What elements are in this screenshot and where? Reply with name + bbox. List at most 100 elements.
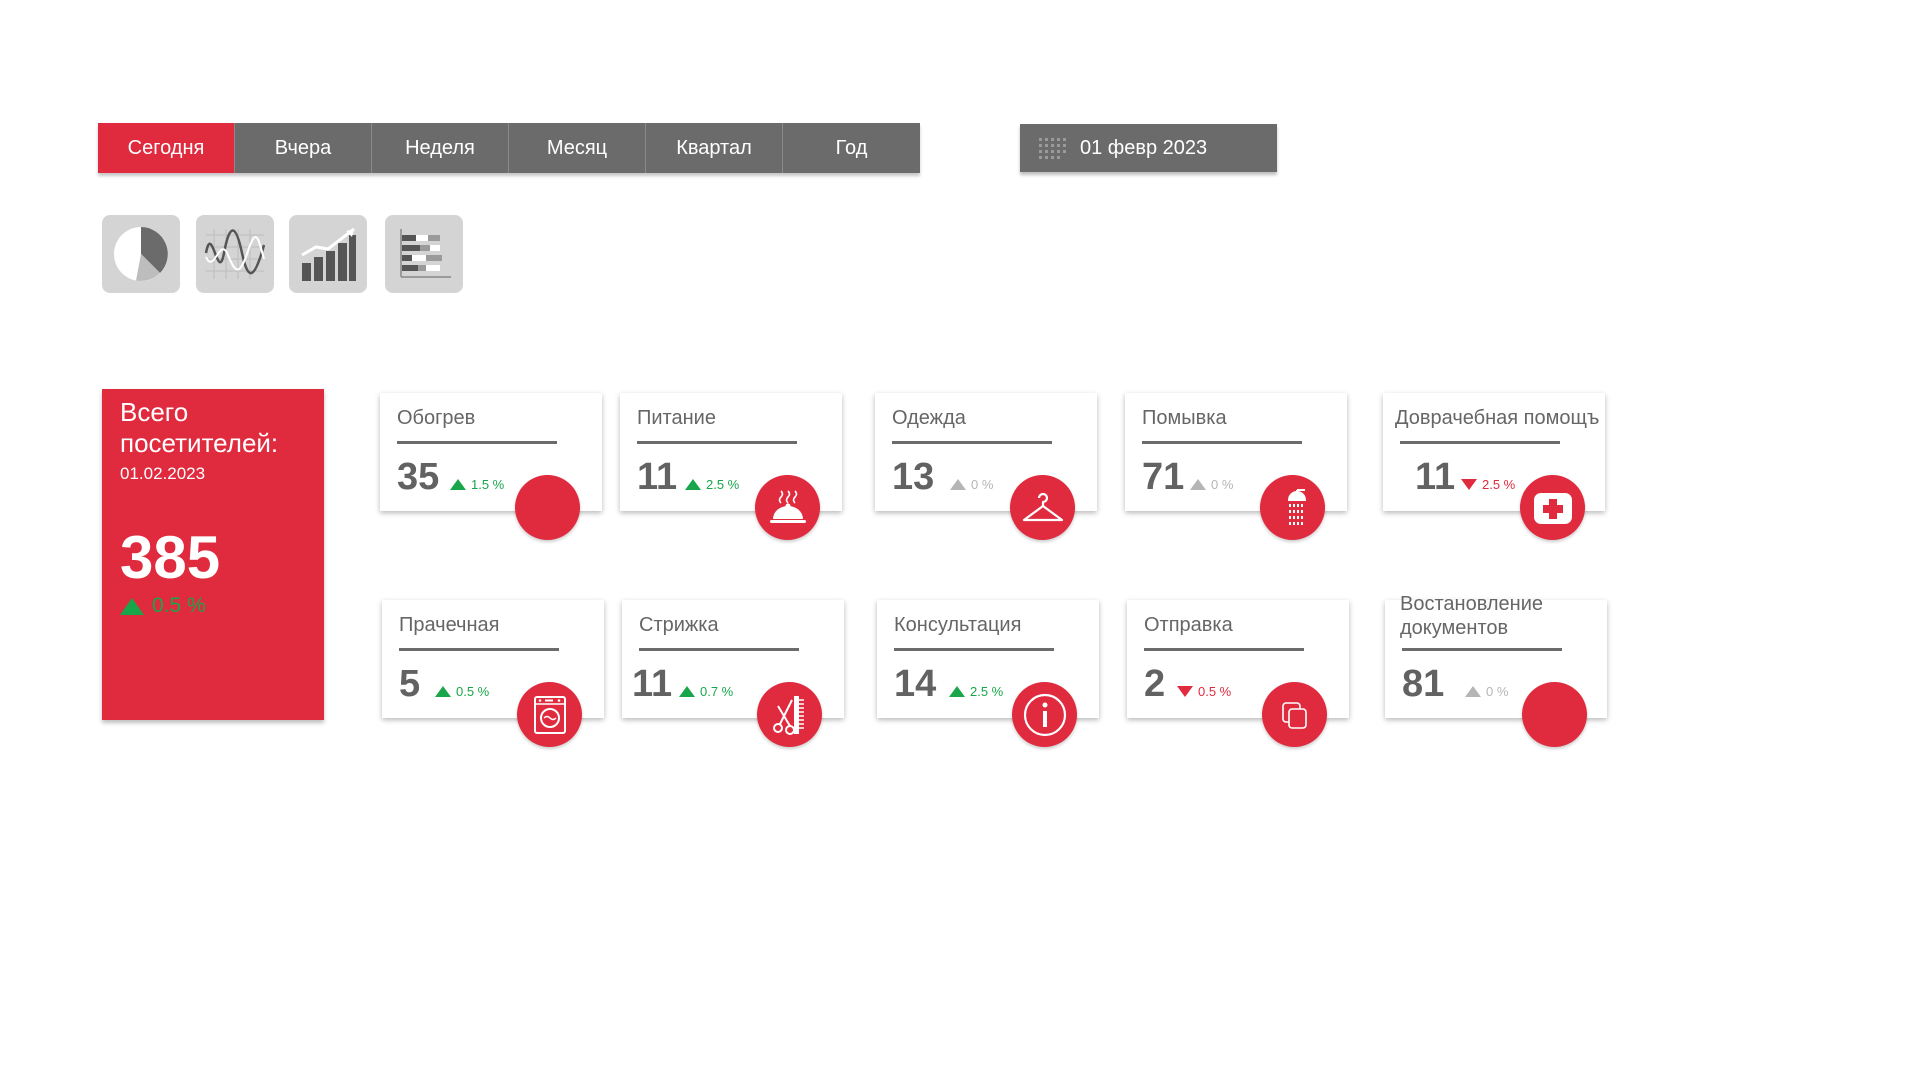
card-divider — [397, 441, 557, 444]
stacked-bar-chart-icon — [400, 229, 451, 278]
total-visitors-label: Всего посетителей: — [120, 397, 279, 458]
card-change-text: 2.5 % — [970, 684, 1004, 699]
first-aid-icon — [1533, 492, 1572, 524]
copy-documents-icon — [1281, 701, 1307, 729]
bar-chart-button[interactable] — [289, 215, 367, 293]
total-visitors-change: 0.5 % — [120, 594, 206, 618]
card-shower[interactable]: Помывка 71 0 % — [1125, 393, 1347, 540]
trend-up-icon — [435, 686, 451, 697]
card-divider — [894, 648, 1054, 651]
card-title: Помывка — [1142, 407, 1227, 429]
washing-machine-icon — [533, 695, 566, 734]
card-change-text: 0.5 % — [456, 684, 490, 699]
bar-chart-icon — [301, 227, 356, 281]
card-divider — [637, 441, 797, 444]
hanger-icon — [1022, 492, 1063, 521]
card-heating[interactable]: Обогрев 35 1.5 % — [380, 393, 602, 540]
card-laundry[interactable]: Прачечная 5 0.5 % — [382, 600, 604, 747]
date-picker[interactable]: 01 февр 2023 — [1020, 124, 1277, 172]
card-title: Стрижка — [639, 614, 719, 636]
shower-icon — [1287, 488, 1306, 525]
card-value: 11 — [637, 456, 678, 498]
card-change: 0.5 % — [435, 684, 489, 699]
trend-up-icon — [685, 479, 701, 490]
badge — [755, 475, 820, 540]
card-title: Питание — [637, 407, 716, 429]
card-change-text: 2.5 % — [706, 477, 740, 492]
card-consultation[interactable]: Консультация 14 2.5 % — [877, 600, 1099, 747]
badge — [1260, 475, 1325, 540]
card-value: 11 — [632, 663, 673, 705]
trend-flat-icon — [1190, 479, 1206, 490]
stacked-bar-chart-button[interactable] — [385, 215, 463, 293]
card-change: 0 % — [1190, 477, 1233, 492]
card-value: 11 — [1415, 456, 1456, 498]
card-change: 0.7 % — [679, 684, 733, 699]
documents-restore-icon — [1522, 682, 1587, 747]
card-title: Прачечная — [399, 614, 500, 636]
card-change-text: 0.5 % — [1198, 684, 1232, 699]
card-food[interactable]: Питание 11 2.5 % — [620, 393, 842, 540]
pie-chart-button[interactable] — [102, 215, 180, 293]
card-value: 71 — [1142, 456, 1185, 498]
card-divider — [1144, 648, 1304, 651]
pie-chart-icon — [114, 227, 168, 281]
card-change-text: 2.5 % — [1482, 477, 1516, 492]
card-documents-restore[interactable]: Востановление документов 81 0 % — [1385, 593, 1607, 747]
card-title: Востановление документов — [1400, 593, 1543, 639]
calendar-icon — [1039, 138, 1066, 159]
trend-down-icon — [1177, 686, 1193, 697]
trend-up-icon — [679, 686, 695, 697]
tab-quarter[interactable]: Квартал — [646, 123, 783, 173]
card-value: 81 — [1402, 663, 1445, 705]
card-title: Обогрев — [397, 407, 476, 429]
card-value: 14 — [894, 663, 937, 705]
card-change-text: 0 % — [971, 477, 994, 492]
wave-chart-icon — [204, 229, 266, 279]
info-icon — [1023, 693, 1066, 736]
card-divider — [892, 441, 1052, 444]
card-divider — [399, 648, 559, 651]
trend-up-icon — [450, 479, 466, 490]
period-tabs: Сегодня Вчера Неделя Месяц Квартал Год — [98, 123, 920, 173]
tab-month[interactable]: Месяц — [509, 123, 646, 173]
trend-up-icon — [120, 597, 144, 615]
card-change: 2.5 % — [949, 684, 1003, 699]
card-change: 0.5 % — [1177, 684, 1231, 699]
total-visitors-card: Всего посетителей: 01.02.2023 385 0.5 % — [102, 389, 324, 720]
trend-down-icon — [1461, 479, 1477, 490]
trend-flat-icon — [950, 479, 966, 490]
card-title: Консультация — [894, 614, 1022, 636]
badge — [1520, 475, 1585, 540]
tab-week[interactable]: Неделя — [372, 123, 509, 173]
tab-yesterday[interactable]: Вчера — [235, 123, 372, 173]
card-divider — [1402, 648, 1562, 651]
card-divider — [1400, 441, 1560, 444]
date-value: 01 февр 2023 — [1080, 136, 1208, 159]
card-first-aid[interactable]: Доврачебная помощъ 11 2.5 % — [1383, 393, 1605, 540]
card-title: Доврачебная помощъ — [1395, 407, 1600, 429]
total-visitors-date: 01.02.2023 — [120, 464, 206, 483]
card-change: 1.5 % — [450, 477, 504, 492]
card-dispatch[interactable]: Отправка 2 0.5 % — [1127, 600, 1349, 747]
card-value: 2 — [1144, 663, 1166, 705]
card-title: Одежда — [892, 407, 966, 429]
badge — [1010, 475, 1075, 540]
card-divider — [639, 648, 799, 651]
card-change-text: 1.5 % — [471, 477, 505, 492]
card-divider — [1142, 441, 1302, 444]
card-value: 5 — [399, 663, 421, 705]
tab-today[interactable]: Сегодня — [98, 123, 235, 173]
card-change: 2.5 % — [1461, 477, 1515, 492]
badge — [1012, 682, 1077, 747]
trend-flat-icon — [1465, 686, 1481, 697]
total-visitors-value: 385 — [120, 524, 221, 591]
tab-year[interactable]: Год — [783, 123, 920, 173]
wave-chart-button[interactable] — [196, 215, 274, 293]
card-title: Отправка — [1144, 614, 1233, 636]
card-haircut[interactable]: Стрижка 11 0.7 % — [622, 600, 844, 747]
card-change-text: 0.7 % — [700, 684, 734, 699]
card-clothing[interactable]: Одежда 13 0 % — [875, 393, 1097, 540]
badge — [757, 682, 822, 747]
card-change: 0 % — [950, 477, 993, 492]
